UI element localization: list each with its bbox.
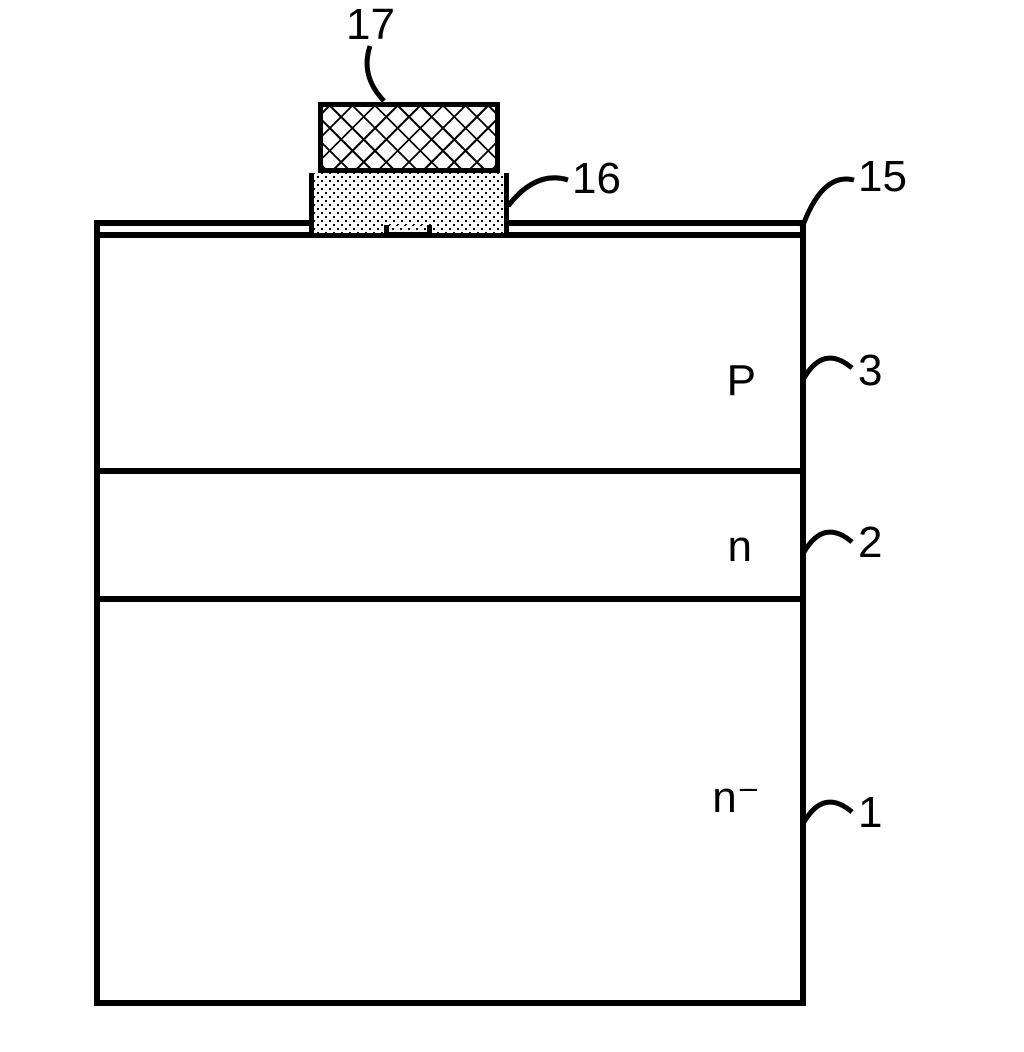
- leader-1: [802, 794, 858, 834]
- ref-16: 16: [572, 154, 621, 204]
- leader-2: [802, 524, 858, 564]
- ref-1: 1: [858, 788, 882, 838]
- leader-15: [800, 176, 864, 236]
- leader-17: [364, 46, 414, 106]
- layer-1: n⁻: [94, 602, 806, 1006]
- ref-2: 2: [858, 518, 882, 568]
- layer-3: P: [94, 238, 806, 474]
- leader-3: [802, 350, 858, 390]
- leader-16: [506, 174, 576, 214]
- layer-2-label: n: [728, 522, 752, 572]
- ref-3: 3: [858, 346, 882, 396]
- ref-17: 17: [346, 0, 395, 50]
- semiconductor-diagram: n⁻ n P 17 16 15 3 2 1: [94, 46, 916, 1006]
- layer-3-label: P: [727, 356, 756, 406]
- layer-1-label: n⁻: [712, 772, 760, 823]
- layer-2: n: [94, 474, 806, 602]
- layer-17: [318, 102, 500, 173]
- layer-16-notch: [384, 225, 432, 237]
- ref-15: 15: [858, 152, 907, 202]
